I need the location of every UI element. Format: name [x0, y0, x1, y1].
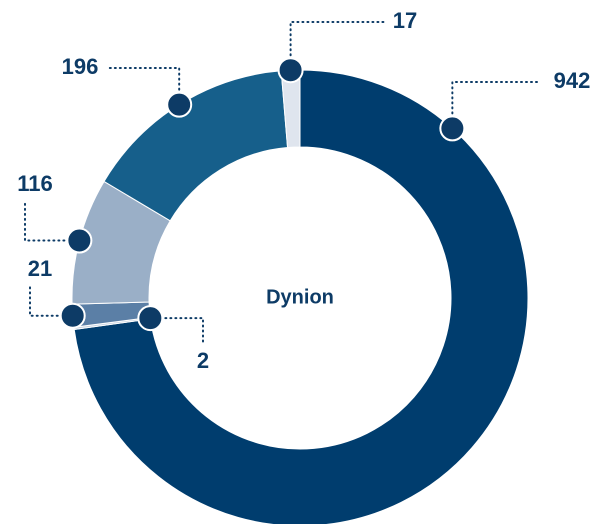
- label-dot: [66, 227, 93, 254]
- donut-segment: [73, 69, 529, 524]
- leader-line: [106, 67, 181, 106]
- value-label: 17: [393, 8, 417, 33]
- leader-line: [149, 317, 204, 346]
- leader-line: [29, 285, 74, 317]
- label-dot: [137, 305, 164, 332]
- leader-line: [24, 200, 81, 242]
- label-dot: [59, 302, 86, 329]
- label-dot: [277, 57, 304, 84]
- donut-segment: [103, 70, 289, 222]
- value-label: 116: [17, 171, 53, 196]
- label-dot: [439, 115, 466, 142]
- leader-line: [451, 81, 541, 130]
- value-label: 196: [62, 54, 99, 79]
- leader-line: [289, 21, 387, 72]
- label-dot: [166, 91, 193, 118]
- value-label: 942: [554, 68, 591, 93]
- value-label: 21: [28, 256, 52, 281]
- value-label: 2: [197, 348, 209, 373]
- center-label: Dynion: [266, 286, 334, 308]
